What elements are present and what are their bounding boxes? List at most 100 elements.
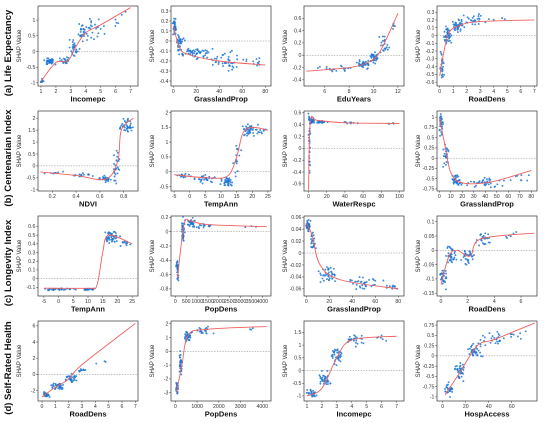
marks <box>439 231 535 291</box>
data-point <box>448 37 450 40</box>
data-point <box>182 239 185 242</box>
x-tick-label: 0.6 <box>96 194 103 200</box>
data-point <box>445 384 448 387</box>
data-point <box>469 180 472 183</box>
y-tick-label: -0.4 <box>292 170 301 176</box>
data-point <box>196 49 199 52</box>
y-axis-label: SHAP Value <box>283 29 289 62</box>
y-axis-label: SHAP Value <box>17 239 23 272</box>
plot-frame <box>37 215 139 297</box>
data-point <box>125 124 128 127</box>
data-point <box>477 22 480 25</box>
data-point <box>317 67 319 69</box>
data-point <box>236 147 238 150</box>
data-point <box>105 238 108 241</box>
y-tick-label: 0 <box>166 170 169 176</box>
chart-panel-c1: -5 0 5 10 15 20 25 -0.1 0 0.1 0.2 0.3 0.4 0.5 0.6 TempA… <box>17 215 139 314</box>
data-point <box>252 131 255 134</box>
data-point <box>188 173 190 176</box>
x-tick-label: 1 <box>306 404 309 410</box>
data-point <box>202 50 205 52</box>
x-tick-label: 2 <box>54 89 57 95</box>
data-point <box>195 226 198 229</box>
row-label-c: (c) Longevity Index <box>3 219 14 306</box>
data-point <box>80 369 83 372</box>
data-point <box>252 134 255 137</box>
data-point <box>355 339 358 342</box>
data-point <box>466 16 469 19</box>
data-point <box>456 365 458 367</box>
data-point <box>452 181 455 184</box>
data-point <box>220 180 223 182</box>
data-point <box>107 237 110 240</box>
data-point <box>524 330 527 333</box>
data-point <box>443 162 446 165</box>
data-point <box>122 117 125 120</box>
data-point <box>497 340 500 343</box>
data-point <box>227 59 230 62</box>
data-point <box>113 175 116 178</box>
data-point <box>195 48 198 51</box>
data-point <box>184 335 187 338</box>
data-point <box>335 69 338 72</box>
data-point <box>451 178 454 181</box>
x-tick-label: 60 <box>505 194 511 200</box>
data-point <box>394 25 396 28</box>
data-point <box>331 355 334 358</box>
y-tick-label: -0.2 <box>159 244 168 250</box>
data-point <box>229 51 232 54</box>
plot-frame <box>37 5 139 87</box>
x-tick-label: 0.4 <box>72 194 79 200</box>
y-tick-label: -0.5 <box>159 184 168 190</box>
data-point <box>242 58 245 61</box>
data-point <box>180 42 182 45</box>
x-axis-label: GrasslandProp <box>327 305 381 314</box>
data-point <box>363 287 366 290</box>
data-point <box>386 48 389 51</box>
row-label-a: (a) Life Expectancy <box>3 9 14 96</box>
y-tick-label: 0.25 <box>424 343 434 349</box>
marks <box>439 13 535 79</box>
y-tick-label: 1.5 <box>294 330 301 336</box>
data-point <box>103 32 106 35</box>
data-point <box>380 334 383 337</box>
data-point <box>441 121 444 123</box>
chart-panel-d2: 0 1000 2000 3000 4000 -3 -2 -1 0 1 2 PopDens SHAP Va… <box>150 320 272 419</box>
data-point <box>481 242 484 245</box>
data-point <box>512 333 515 336</box>
data-point <box>468 253 471 256</box>
data-point <box>213 176 216 179</box>
marks <box>307 112 400 190</box>
data-point <box>46 62 49 65</box>
data-point <box>469 251 472 253</box>
data-point <box>496 183 499 186</box>
data-point <box>512 232 515 235</box>
data-point <box>191 53 194 55</box>
y-tick-label: -0.4 <box>159 79 168 85</box>
data-point <box>471 353 474 355</box>
marks <box>171 17 266 72</box>
data-point <box>364 285 367 287</box>
data-point <box>54 382 57 385</box>
x-tick-label: 3000 <box>235 404 247 410</box>
data-point <box>487 18 490 21</box>
data-point <box>195 52 198 55</box>
data-point <box>385 339 388 342</box>
marks <box>305 334 397 398</box>
data-point <box>456 368 459 371</box>
data-point <box>200 179 203 182</box>
data-point <box>244 130 247 133</box>
data-point <box>458 367 461 370</box>
data-point <box>73 42 76 45</box>
data-point <box>62 57 65 60</box>
plot-frame <box>170 215 272 297</box>
data-point <box>458 365 461 368</box>
x-tick-label: 60 <box>360 194 366 200</box>
y-tick-label: -1 <box>31 81 36 87</box>
data-point <box>199 52 201 55</box>
y-tick-label: 0.3 <box>161 9 168 15</box>
data-point <box>241 125 244 128</box>
x-axis-label: Incomepc <box>70 95 105 104</box>
data-point <box>114 232 117 234</box>
x-tick-label: 4 <box>84 89 87 95</box>
